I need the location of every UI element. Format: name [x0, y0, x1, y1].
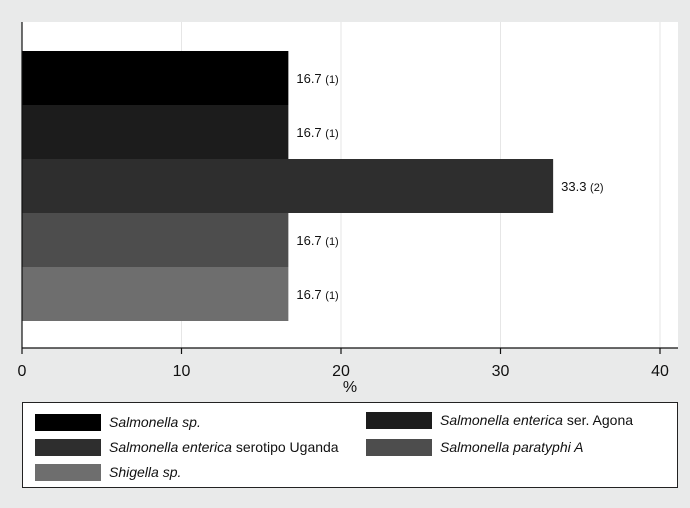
x-axis-ticks: 0 10 20 30 40	[18, 348, 669, 380]
bar-data-label: 16.7 (1)	[296, 287, 338, 302]
bar	[22, 213, 289, 267]
bar-data-label: 16.7 (1)	[296, 125, 338, 140]
legend-item: Salmonella paratyphi A	[366, 437, 583, 457]
legend-label-italic: Salmonella sp.	[109, 414, 201, 430]
bar	[22, 159, 554, 213]
legend-swatch	[366, 411, 432, 429]
legend-label-italic: Salmonella paratyphi A	[440, 439, 584, 455]
x-tick-label: 30	[492, 363, 510, 380]
legend-label-italic: Salmonella enterica	[440, 412, 563, 428]
bar-data-label: 16.7 (1)	[296, 233, 338, 248]
x-tick-label: 20	[332, 363, 350, 380]
legend-label-italic: Shigella sp.	[109, 464, 182, 480]
legend-item: Salmonella enterica ser. Agona	[366, 410, 633, 430]
bar-labels: 16.7 (1) 16.7 (1) 33.3 (2) 16.7 (1) 16.7 (1)	[296, 71, 603, 302]
bar-data-label: 16.7 (1)	[296, 71, 338, 86]
bar	[22, 267, 289, 321]
bar-data-label: 33.3 (2)	[561, 179, 603, 194]
legend-label-plain: serotipo Uganda	[231, 439, 339, 455]
legend-swatch	[366, 438, 432, 456]
legend-swatch	[35, 413, 101, 431]
bar-chart: 16.7 (1)16.7 (1)33.3 (2)16.7 (1)16.7 (1)…	[18, 22, 678, 396]
legend-swatch	[35, 463, 101, 481]
legend-item: Salmonella enterica serotipo Uganda	[35, 437, 339, 457]
x-tick-label: 10	[173, 363, 191, 380]
legend-swatch	[35, 438, 101, 456]
legend-label-plain: ser. Agona	[562, 412, 634, 428]
bar	[22, 51, 289, 105]
x-tick-label: 0	[18, 363, 27, 380]
legend-item: Shigella sp.	[35, 462, 181, 482]
legend: Salmonella sp. Salmonella enterica ser. A…	[22, 402, 678, 488]
x-tick-label: 40	[651, 363, 669, 380]
bar	[22, 105, 289, 159]
bars	[22, 51, 554, 321]
legend-label-italic: Salmonella enterica	[109, 439, 232, 455]
x-axis-label: %	[343, 379, 357, 396]
legend-item: Salmonella sp.	[35, 412, 201, 432]
